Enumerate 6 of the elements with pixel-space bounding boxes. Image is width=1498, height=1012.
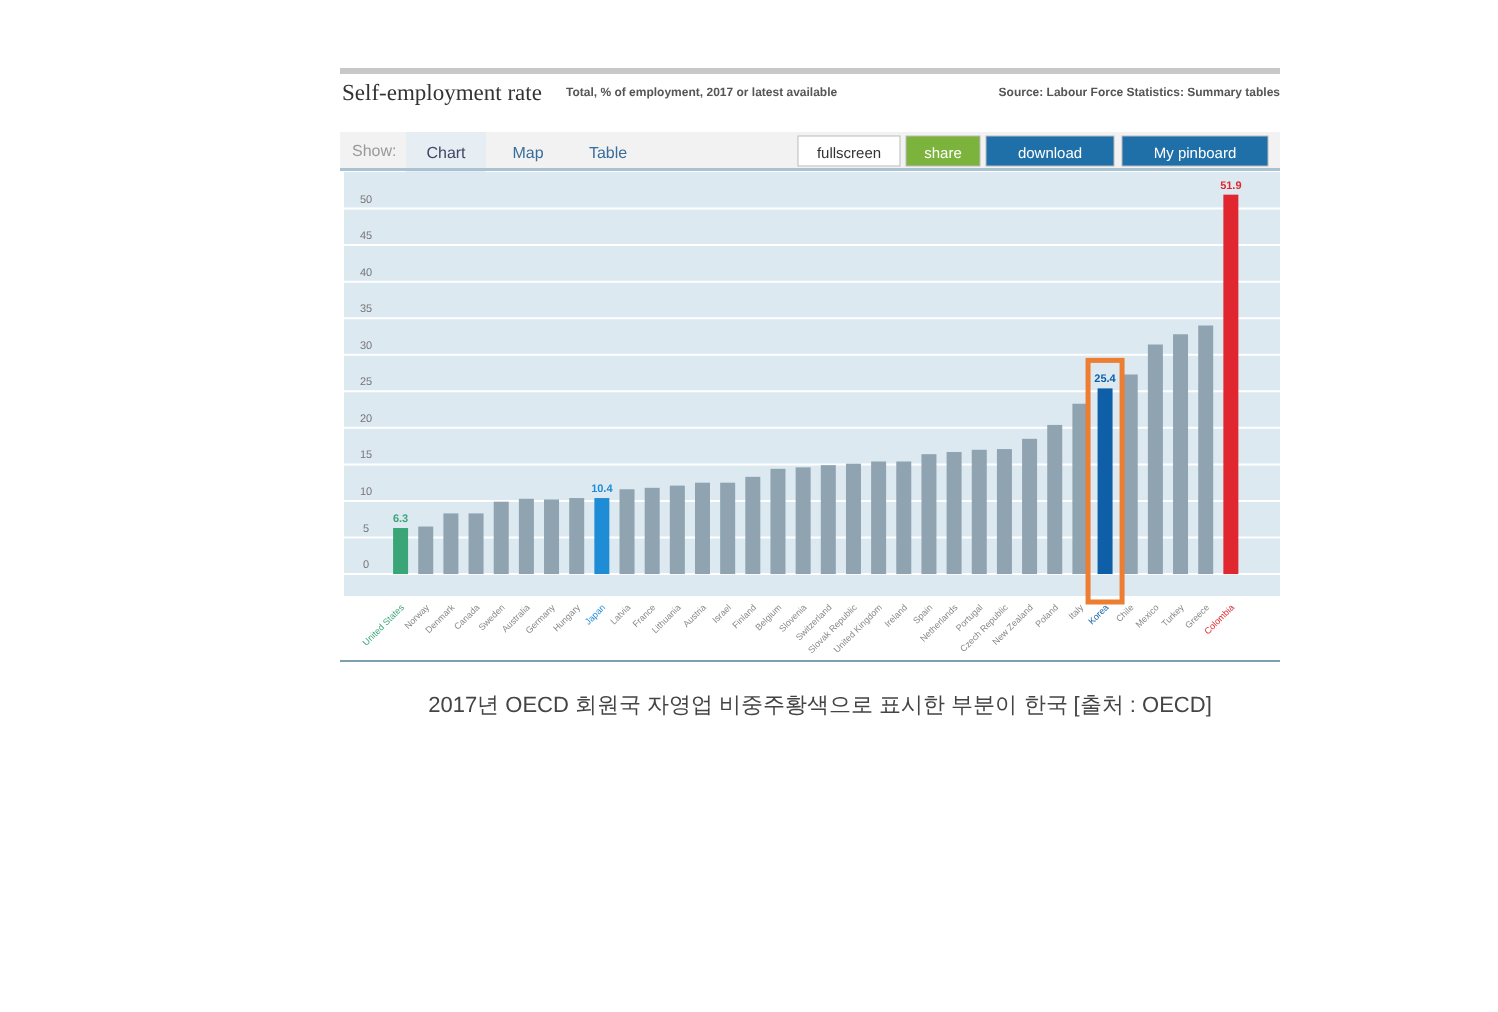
text: Chart [426,144,468,162]
chart-title: Self-employment rate [342,82,542,106]
text: Table [588,144,629,162]
text: Map [512,144,545,162]
text: 2017년 OECD 회원국 자영업 비중주황색으로 표시한 부분이 한국 [출처 : OECD] [428,694,1212,718]
text: Show: [352,142,397,160]
